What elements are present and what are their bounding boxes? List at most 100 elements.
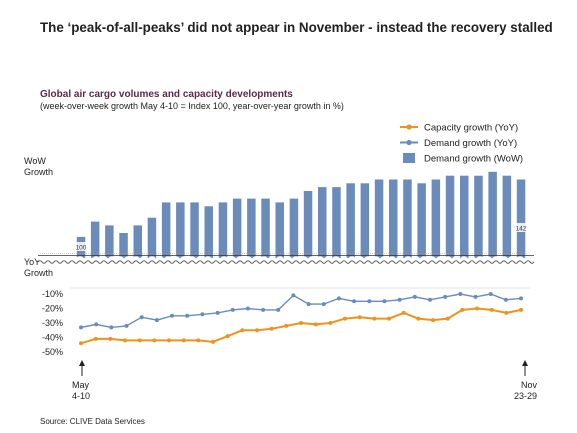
yoy-series-point [137, 338, 142, 343]
yoy-series-point [412, 294, 417, 299]
yoy-series-point [261, 307, 266, 312]
yoy-series-point [123, 338, 127, 343]
legend-marker [406, 139, 412, 146]
wow-bar [431, 179, 441, 262]
wow-bar [275, 202, 284, 262]
x-start-label: May 4-10 [72, 380, 90, 402]
yoy-series-point [475, 306, 479, 311]
legend-label: Demand growth (YoY) [424, 138, 517, 149]
yoy-series-point [401, 310, 406, 315]
yoy-series-point [240, 328, 245, 333]
wow-axis-label-line2: Growth [24, 167, 54, 177]
wow-bar [119, 233, 128, 262]
wow-bar [303, 191, 313, 262]
x-end-label-line2: 23-29 [513, 391, 537, 401]
yoy-series-point [79, 325, 83, 330]
yoy-series-point [343, 316, 347, 321]
yoy-series-point [431, 318, 435, 323]
yoy-series-point [519, 296, 523, 301]
yoy-series-point [255, 328, 259, 333]
source-note: Source: CLIVE Data Services [40, 417, 145, 426]
yoy-series-point [181, 338, 186, 343]
yoy-series-point [503, 297, 508, 302]
yoy-series-point [473, 294, 478, 299]
yoy-series-point [428, 297, 432, 302]
yoy-axis-label-line1: YoY [24, 257, 41, 267]
wow-bar [474, 175, 483, 262]
wow-bar [261, 198, 270, 262]
chart-title: Global air cargo volumes and capacity de… [40, 89, 293, 100]
yoy-series-point [445, 316, 450, 321]
yoy-series-point [397, 297, 402, 302]
yoy-tick-label: -10% [42, 289, 63, 299]
wow-bar [332, 187, 341, 262]
yoy-series-line [80, 293, 522, 329]
wow-bar [502, 175, 512, 262]
yoy-series-point [458, 292, 463, 296]
wow-bar [346, 183, 355, 262]
wow-bar [289, 198, 299, 262]
yoy-series-point [382, 299, 387, 304]
yoy-series-point [269, 326, 274, 331]
wow-last-label-bg [515, 223, 527, 232]
yoy-series-point [139, 315, 144, 320]
wow-bar [105, 225, 114, 262]
x-end-label-line1: Nov [520, 380, 537, 390]
legend-bar-swatch [403, 153, 415, 163]
yoy-series-point [108, 336, 113, 341]
yoy-series-point [336, 296, 341, 301]
yoy-series-point [352, 299, 357, 304]
yoy-series-point [291, 293, 296, 298]
yoy-series-point [124, 323, 129, 328]
yoy-series-point [152, 338, 157, 343]
yoy-series-point [460, 307, 465, 312]
yoy-series-point [79, 341, 83, 346]
yoy-series-point [185, 313, 190, 318]
wow-bar [161, 202, 171, 262]
yoy-series-point [200, 312, 205, 317]
yoy-series-point [109, 325, 114, 330]
yoy-series-point [211, 339, 215, 344]
wow-bar [90, 221, 100, 262]
legend-label: Demand growth (WoW) [424, 154, 523, 165]
wow-bar [403, 179, 412, 262]
yoy-series-point [504, 310, 509, 315]
yoy-series-point [519, 307, 523, 312]
yoy-series-point [328, 321, 333, 325]
yoy-series-point [170, 313, 174, 318]
yoy-axis-label: YoY Growth [24, 257, 53, 279]
start-arrow-head [79, 360, 85, 366]
chart-subtitle: (week-over-week growth May 4-10 = Index … [40, 101, 344, 111]
yoy-series-point [154, 318, 159, 323]
wow-axis-label-line1: WoW [24, 156, 46, 166]
wow-bar [445, 175, 455, 262]
yoy-series-point [215, 310, 220, 315]
yoy-series-point [230, 307, 235, 312]
legend-label: Capacity growth (YoY) [424, 123, 518, 134]
yoy-axis-label-line2: Growth [24, 268, 54, 278]
wow-axis-label: WoW Growth [24, 156, 53, 178]
wow-bar [218, 202, 228, 262]
legend-marker [406, 124, 412, 130]
yoy-series-point [372, 316, 377, 321]
yoy-series-point [94, 322, 99, 327]
yoy-series-point [167, 338, 171, 343]
yoy-series-line [80, 307, 522, 345]
wow-bar [374, 179, 384, 262]
headline: The ‘peak-of-all-peaks’ did not appear i… [40, 20, 553, 35]
wow-bar [232, 198, 242, 262]
yoy-tick-label: -30% [42, 318, 63, 328]
wow-bar [488, 171, 497, 262]
yoy-series-point [443, 294, 448, 299]
wow-bar [176, 202, 185, 262]
axis-break-band [36, 256, 536, 264]
yoy-series-point [387, 316, 391, 321]
wow-bar [204, 206, 213, 262]
x-end-label: Nov 23-29 [503, 380, 537, 402]
yoy-tick-label: -50% [42, 347, 63, 357]
wow-first-value-label: 100 [76, 245, 87, 252]
wow-bar [417, 183, 426, 262]
yoy-series-point [276, 307, 281, 312]
axis-break-line-lower [37, 260, 535, 264]
